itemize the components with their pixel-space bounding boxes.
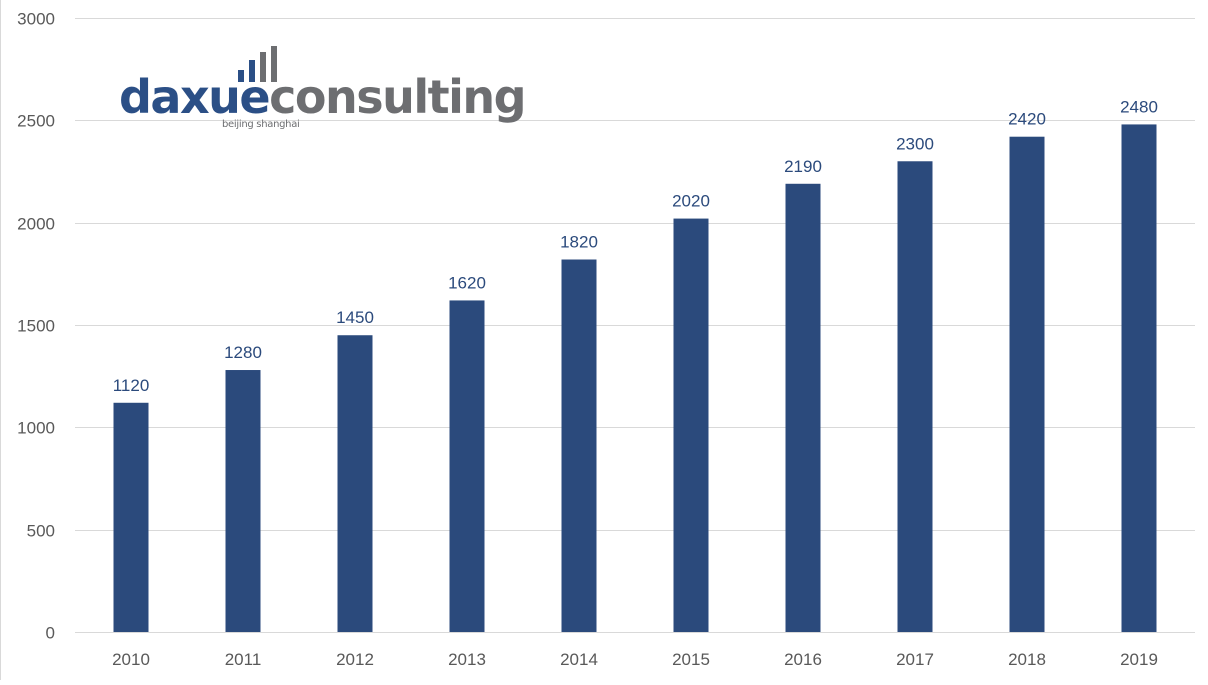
data-label-2011: 1280 — [224, 343, 262, 362]
logo-bar — [260, 52, 266, 82]
data-label-2012: 1450 — [336, 308, 374, 327]
x-tick-label: 2012 — [336, 650, 374, 669]
y-tick-label: 1000 — [17, 419, 55, 438]
x-axis-ticks: 2010 2011 2012 2013 2014 2015 2016 2017 2018 2019 — [112, 650, 1158, 669]
data-label-2018: 2420 — [1008, 110, 1046, 129]
y-axis-ticks: 0 500 1000 1500 2000 2500 3000 — [17, 10, 55, 643]
x-tick-label: 2014 — [560, 650, 598, 669]
x-tick-label: 2016 — [784, 650, 822, 669]
bar-2017 — [897, 161, 933, 632]
bar-2011 — [225, 370, 261, 632]
logo-bar — [238, 70, 244, 82]
data-label-2010: 1120 — [113, 376, 150, 395]
data-labels: 1120 1280 1450 1620 1820 2020 2190 2300 2420 2480 — [113, 97, 1158, 394]
y-tick-label: 0 — [46, 624, 55, 643]
x-tick-label: 2017 — [896, 650, 934, 669]
logo-bar — [249, 60, 255, 82]
y-tick-label: 2500 — [17, 112, 55, 131]
logo-wordmark: daxueconsulting — [119, 70, 527, 124]
bar-2016 — [785, 183, 821, 632]
bar-2013 — [449, 300, 485, 632]
bar-2018 — [1009, 136, 1045, 632]
logo-wordmark-consulting: consulting — [269, 70, 526, 124]
x-tick-label: 2011 — [225, 650, 262, 669]
bars — [113, 124, 1157, 632]
bar-2019 — [1121, 124, 1157, 632]
x-tick-label: 2019 — [1120, 650, 1158, 669]
x-tick-label: 2018 — [1008, 650, 1046, 669]
y-tick-label: 1500 — [17, 317, 55, 336]
y-tick-label: 3000 — [17, 10, 55, 29]
logo-bar — [271, 46, 277, 82]
data-label-2016: 2190 — [784, 157, 822, 176]
daxue-logo: daxueconsulting beijing shanghai — [119, 46, 527, 132]
bar-2010 — [113, 402, 149, 632]
logo-wordmark-daxue: daxue — [119, 70, 271, 124]
data-label-2014: 1820 — [560, 233, 598, 252]
x-tick-label: 2015 — [672, 650, 710, 669]
bar-2014 — [561, 259, 597, 632]
y-tick-label: 2000 — [17, 215, 55, 234]
x-tick-label: 2010 — [112, 650, 150, 669]
y-tick-label: 500 — [27, 522, 55, 541]
logo-tagline: beijing shanghai — [222, 119, 300, 130]
data-label-2015: 2020 — [672, 192, 710, 211]
bar-chart-icon — [236, 46, 284, 82]
gridlines — [75, 18, 1195, 633]
bar-2015 — [673, 218, 709, 632]
data-label-2013: 1620 — [448, 273, 486, 292]
bar-2012 — [337, 335, 373, 632]
data-label-2017: 2300 — [896, 134, 934, 153]
data-label-2019: 2480 — [1120, 97, 1158, 116]
x-tick-label: 2013 — [448, 650, 486, 669]
